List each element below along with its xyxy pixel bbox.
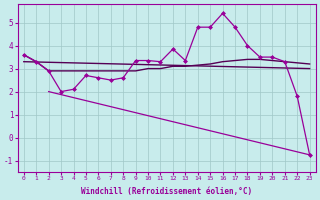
X-axis label: Windchill (Refroidissement éolien,°C): Windchill (Refroidissement éolien,°C) xyxy=(81,187,252,196)
